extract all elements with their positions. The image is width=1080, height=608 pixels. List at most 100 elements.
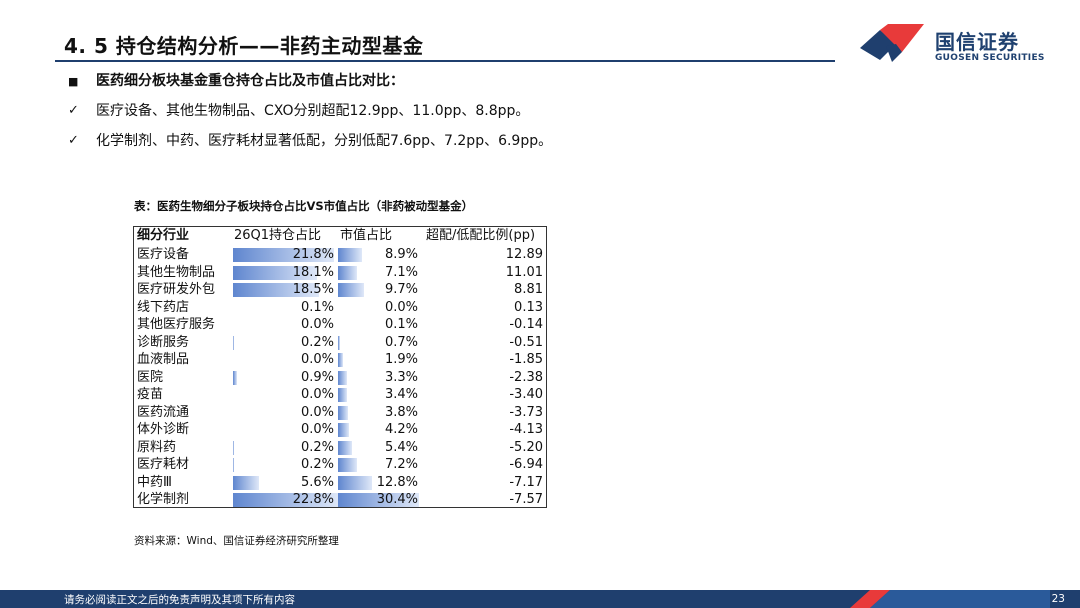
overweight-value: -1.85 [509, 352, 543, 367]
market-cap-bar [338, 248, 362, 262]
overweight-value: -5.20 [509, 439, 543, 455]
market-cap-bar [338, 335, 340, 350]
holding-bar [233, 440, 234, 455]
market-cap-value: 30.4% [376, 492, 418, 507]
industry-name: 线下药店 [137, 299, 190, 315]
holding-value: 0.0% [300, 387, 334, 402]
check-icon: ✓ [68, 103, 79, 118]
overweight-value: -0.14 [509, 317, 543, 332]
holding-bar [233, 475, 260, 490]
table-row: 医疗设备 21.8% 8.9% 12.89 [134, 246, 546, 264]
overweight-value: 12.89 [505, 247, 543, 262]
market-cap-value: 7.1% [384, 264, 418, 280]
holding-bar [233, 265, 318, 280]
table-row: 其他生物制品 18.1% 7.1% 11.01 [134, 264, 546, 282]
header-market-cap: 市值占比 [340, 228, 393, 243]
industry-name: 医院 [137, 369, 164, 385]
table-row: 医疗研发外包 18.5% 9.7% 8.81 [134, 281, 546, 299]
overweight-value: -4.13 [509, 422, 543, 437]
market-cap-value: 5.4% [384, 439, 418, 455]
market-cap-value: 12.8% [376, 474, 418, 490]
overweight-value: -7.57 [509, 492, 543, 507]
holding-value: 0.0% [300, 422, 334, 437]
holding-value: 5.6% [300, 474, 334, 490]
market-cap-bar [338, 388, 347, 402]
market-cap-bar [338, 265, 357, 280]
bullet-text: 医药细分板块基金重仓持仓占比及市值占比对比： [96, 73, 404, 89]
bullet-text: 化学制剂、中药、医疗耗材显著低配，分别低配7.6pp、7.2pp、6.9pp。 [96, 133, 553, 149]
industry-name: 其他生物制品 [137, 264, 216, 280]
market-cap-bar [338, 458, 358, 472]
market-cap-bar [338, 405, 349, 420]
holding-value: 0.2% [300, 457, 334, 472]
industry-name: 医药流通 [137, 404, 190, 420]
bullet-text: 医疗设备、其他生物制品、CXO分别超配12.9pp、11.0pp、8.8pp。 [96, 103, 530, 119]
table-row: 医疗耗材 0.2% 7.2% -6.94 [134, 456, 546, 474]
overweight-value: -3.73 [509, 404, 543, 420]
bullet-heading: ■ 医药细分板块基金重仓持仓占比及市值占比对比： [68, 72, 552, 102]
market-cap-bar [338, 475, 372, 490]
table-row: 原料药 0.2% 5.4% -5.20 [134, 439, 546, 457]
market-cap-bar [338, 283, 364, 297]
holding-value: 0.0% [300, 352, 334, 367]
holding-value: 0.2% [300, 439, 334, 455]
table-row: 线下药店 0.1% 0.0% 0.13 [134, 299, 546, 317]
footer-disclaimer: 请务必阅读正文之后的免责声明及其项下所有内容 [64, 594, 295, 606]
industry-name: 化学制剂 [137, 492, 190, 507]
industry-name: 中药Ⅲ [137, 474, 172, 490]
table-row: 医院 0.9% 3.3% -2.38 [134, 369, 546, 387]
title-divider [55, 60, 835, 62]
holding-bar [233, 370, 238, 385]
bullet-item: ✓ 医疗设备、其他生物制品、CXO分别超配12.9pp、11.0pp、8.8pp… [68, 102, 552, 132]
industry-name: 体外诊断 [137, 422, 190, 437]
bullet-item: ✓ 化学制剂、中药、医疗耗材显著低配，分别低配7.6pp、7.2pp、6.9pp… [68, 132, 552, 162]
industry-name: 血液制品 [137, 352, 190, 367]
overweight-value: 11.01 [505, 264, 543, 280]
market-cap-bar [338, 493, 419, 507]
market-cap-value: 3.4% [384, 387, 418, 402]
holding-bar [233, 458, 234, 472]
industry-name: 其他医疗服务 [137, 317, 216, 332]
industry-name: 疫苗 [137, 387, 164, 402]
logo-name-en: GUOSEN SECURITIES [935, 53, 1045, 63]
market-cap-value: 3.3% [384, 369, 418, 385]
guosen-logo-icon [860, 24, 924, 62]
overweight-value: -2.38 [509, 369, 543, 385]
holding-value: 0.2% [300, 334, 334, 350]
overweight-value: -6.94 [509, 457, 543, 472]
market-cap-bar [338, 423, 350, 437]
page-title: 4. 5 持仓结构分析——非药主动型基金 [64, 34, 424, 58]
holding-value: 18.5% [292, 282, 334, 297]
holding-bar [233, 283, 320, 297]
holding-value: 0.0% [300, 317, 334, 332]
overweight-value: -7.17 [509, 474, 543, 490]
source-note: 资料来源：Wind、国信证券经济研究所整理 [134, 535, 339, 547]
market-cap-bar [338, 353, 344, 367]
table-header-row: 细分行业 26Q1持仓占比 市值占比 超配/低配比例(pp) [134, 227, 546, 245]
market-cap-bar [338, 440, 353, 455]
market-cap-value: 8.9% [384, 247, 418, 262]
holding-value: 0.9% [300, 369, 334, 385]
overweight-value: 0.13 [514, 299, 543, 315]
bullet-list: ■ 医药细分板块基金重仓持仓占比及市值占比对比： ✓ 医疗设备、其他生物制品、C… [68, 72, 552, 162]
table-row: 化学制剂 22.8% 30.4% -7.57 [134, 491, 546, 509]
market-cap-value: 1.9% [384, 352, 418, 367]
allocation-table: 细分行业 26Q1持仓占比 市值占比 超配/低配比例(pp) 医疗设备 21.8%… [133, 226, 547, 508]
table-row: 中药Ⅲ 5.6% 12.8% -7.17 [134, 474, 546, 492]
header-holding: 26Q1持仓占比 [234, 228, 322, 243]
market-cap-bar [338, 370, 347, 385]
holding-value: 21.8% [292, 247, 334, 262]
industry-name: 诊断服务 [137, 334, 190, 350]
header-industry: 细分行业 [137, 228, 190, 243]
market-cap-value: 0.1% [384, 317, 418, 332]
market-cap-value: 4.2% [384, 422, 418, 437]
holding-bar [233, 493, 340, 507]
company-logo: 国信证券 GUOSEN SECURITIES [858, 22, 1048, 66]
holding-value: 22.8% [292, 492, 334, 507]
table-caption: 表：医药生物细分子板块持仓占比VS市值占比（非药被动型基金） [134, 199, 474, 213]
holding-bar [233, 335, 234, 350]
table-row: 疫苗 0.0% 3.4% -3.40 [134, 386, 546, 404]
check-icon: ✓ [68, 133, 79, 148]
table-row: 血液制品 0.0% 1.9% -1.85 [134, 351, 546, 369]
market-cap-value: 7.2% [384, 457, 418, 472]
